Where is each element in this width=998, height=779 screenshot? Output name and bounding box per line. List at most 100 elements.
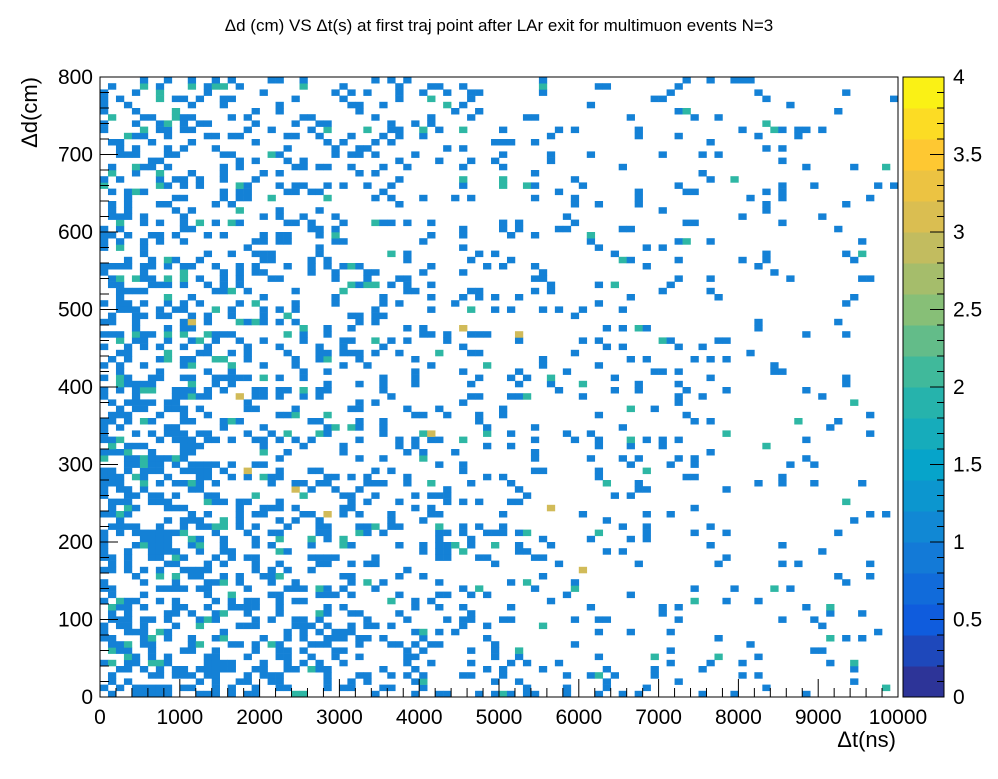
heatmap-cell bbox=[594, 244, 604, 251]
heatmap-cell bbox=[131, 653, 141, 661]
heatmap-cell bbox=[243, 244, 252, 251]
heatmap-cell bbox=[251, 393, 260, 400]
heatmap-cell bbox=[163, 126, 173, 134]
heatmap-cell bbox=[491, 560, 500, 568]
heatmap-cell bbox=[163, 628, 173, 636]
heatmap-cell bbox=[530, 287, 540, 295]
heatmap-cell bbox=[331, 145, 340, 152]
heatmap-cell bbox=[323, 139, 332, 146]
heatmap-cell bbox=[163, 616, 173, 623]
heatmap-cell bbox=[403, 672, 412, 679]
heatmap-cell bbox=[315, 467, 324, 475]
heatmap-cell bbox=[347, 281, 356, 289]
heatmap-cell bbox=[626, 591, 635, 599]
heatmap-cell bbox=[746, 349, 755, 357]
heatmap-cell bbox=[754, 318, 763, 326]
heatmap-cell bbox=[147, 399, 157, 406]
heatmap-cell bbox=[315, 480, 324, 487]
heatmap-cell bbox=[139, 461, 149, 468]
heatmap-cell bbox=[211, 492, 220, 499]
heatmap-cell bbox=[283, 312, 292, 320]
heatmap-cell bbox=[459, 461, 468, 468]
heatmap-cell bbox=[331, 554, 340, 561]
heatmap-cell bbox=[546, 281, 556, 289]
heatmap-cell bbox=[459, 399, 468, 406]
heatmap-cell bbox=[403, 566, 412, 574]
heatmap-cell bbox=[562, 430, 572, 437]
heatmap-cell bbox=[634, 325, 643, 332]
heatmap-cell bbox=[259, 170, 268, 177]
colorbar-tick-label: 1 bbox=[953, 531, 965, 554]
heatmap-cell bbox=[235, 678, 244, 685]
heatmap-cell bbox=[139, 263, 149, 270]
heatmap-cell bbox=[842, 374, 851, 382]
heatmap-cell bbox=[171, 573, 181, 580]
heatmap-cell bbox=[459, 368, 468, 375]
heatmap-cell bbox=[467, 480, 476, 487]
heatmap-cell bbox=[187, 393, 197, 400]
heatmap-cell bbox=[690, 473, 699, 481]
heatmap-cell bbox=[522, 114, 532, 121]
heatmap-cell bbox=[331, 275, 340, 282]
heatmap-cell bbox=[762, 256, 771, 264]
heatmap-cell bbox=[115, 331, 125, 338]
heatmap-cell bbox=[259, 672, 268, 679]
heatmap-cell bbox=[275, 560, 284, 568]
heatmap-cell bbox=[107, 436, 117, 444]
heatmap-cell bbox=[195, 95, 205, 103]
heatmap-cell bbox=[610, 374, 619, 382]
heatmap-cell bbox=[115, 529, 125, 537]
heatmap-cell bbox=[706, 238, 715, 245]
heatmap-cell bbox=[315, 666, 324, 673]
heatmap-cell bbox=[331, 89, 340, 96]
heatmap-cell bbox=[243, 126, 252, 134]
heatmap-cell bbox=[538, 275, 548, 282]
heatmap-cell bbox=[578, 337, 588, 344]
heatmap-cell bbox=[187, 170, 197, 177]
heatmap-cell bbox=[514, 294, 524, 301]
heatmap-cell bbox=[714, 635, 723, 642]
heatmap-cell bbox=[331, 151, 340, 158]
heatmap-cell bbox=[834, 318, 843, 326]
heatmap-cell bbox=[283, 238, 292, 245]
heatmap-cell bbox=[171, 579, 181, 586]
heatmap-cell bbox=[115, 151, 125, 158]
heatmap-cell bbox=[171, 393, 181, 400]
heatmap-cell bbox=[123, 207, 133, 214]
heatmap-cell bbox=[379, 480, 388, 487]
heatmap-cell bbox=[299, 157, 308, 165]
heatmap-cell bbox=[850, 678, 859, 685]
y-tick-label: 400 bbox=[58, 376, 93, 399]
chart-title: Δd (cm) VS Δt(s) at first traj point aft… bbox=[225, 16, 773, 35]
heatmap-cell bbox=[283, 653, 292, 661]
heatmap-cell bbox=[626, 405, 635, 413]
heatmap-cell bbox=[674, 604, 683, 611]
heatmap-cell bbox=[123, 455, 133, 462]
heatmap-cell bbox=[251, 387, 260, 394]
heatmap-cell bbox=[171, 622, 181, 630]
heatmap-cell bbox=[147, 380, 157, 388]
heatmap-cells bbox=[100, 77, 899, 698]
heatmap-cell bbox=[506, 659, 516, 667]
heatmap-cell bbox=[275, 597, 284, 605]
heatmap-cell bbox=[163, 635, 173, 642]
heatmap-cell bbox=[203, 393, 213, 400]
colorbar-tick-label: 2.5 bbox=[953, 299, 982, 322]
heatmap-cell bbox=[315, 343, 324, 351]
heatmap-cell bbox=[131, 455, 141, 462]
heatmap-cell bbox=[243, 287, 252, 295]
heatmap-cell bbox=[251, 269, 260, 276]
heatmap-cell bbox=[259, 442, 268, 450]
heatmap-cell bbox=[419, 647, 428, 654]
heatmap-cell bbox=[267, 126, 276, 134]
heatmap-cell bbox=[363, 89, 372, 96]
heatmap-cell bbox=[171, 554, 181, 561]
heatmap-cell bbox=[419, 449, 428, 456]
heatmap-cell bbox=[754, 480, 763, 487]
heatmap-cell bbox=[594, 411, 604, 419]
heatmap-cell bbox=[331, 238, 340, 245]
heatmap-cell bbox=[379, 418, 388, 425]
heatmap-cell bbox=[131, 504, 141, 512]
heatmap-cell bbox=[586, 455, 596, 462]
